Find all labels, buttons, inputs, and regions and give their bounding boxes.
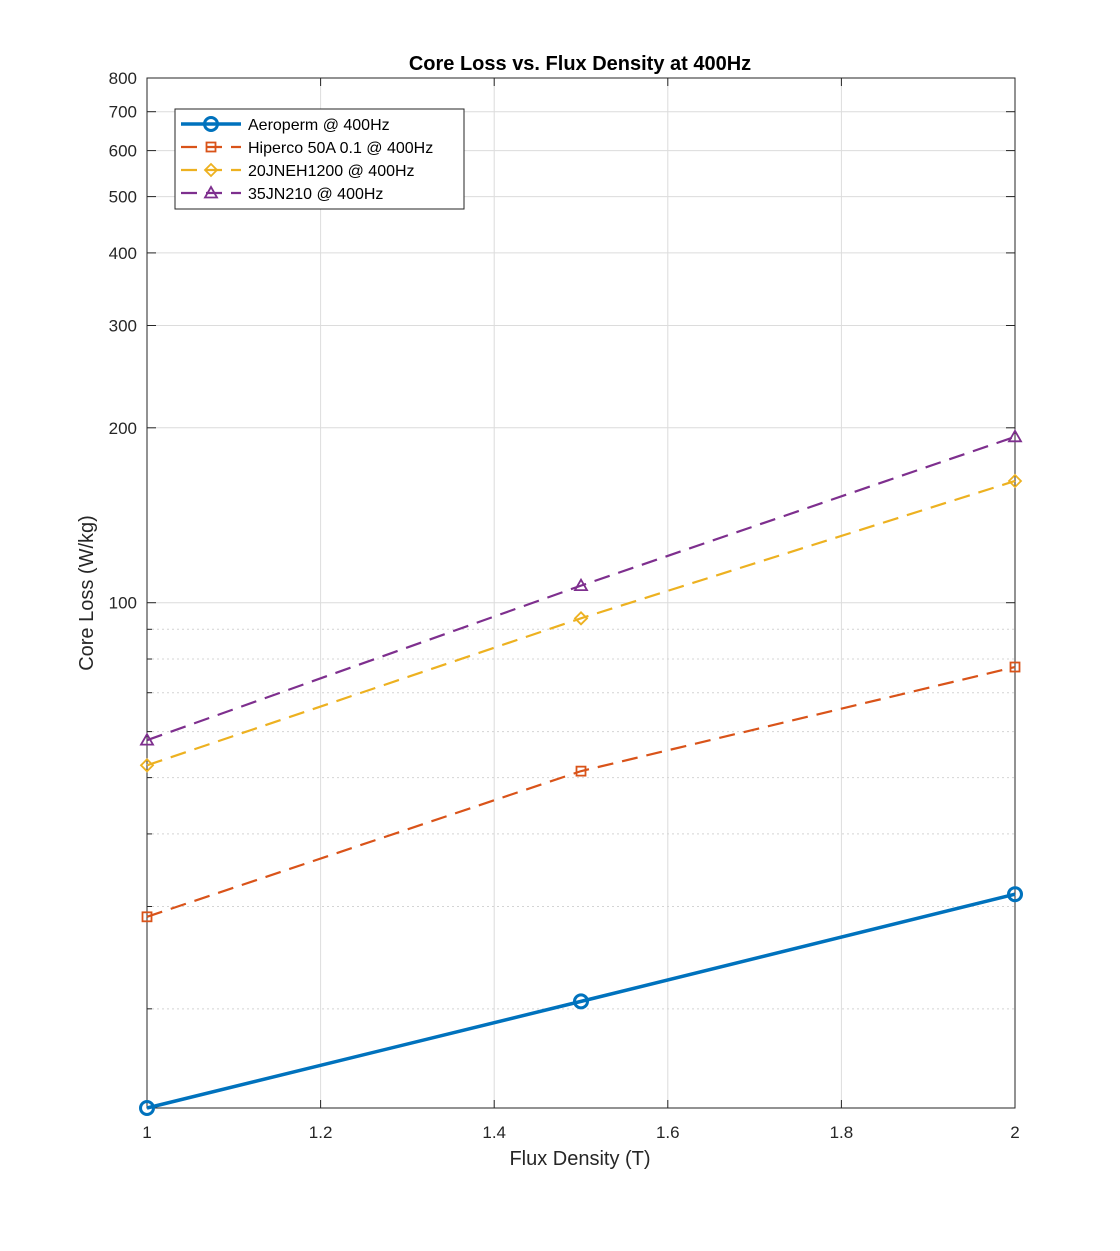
x-tick-label: 1.2 bbox=[309, 1123, 333, 1142]
y-tick-label: 500 bbox=[109, 188, 137, 207]
legend: Aeroperm @ 400Hz Hiperco 50A 0.1 @ 400Hz 2… bbox=[174, 108, 465, 210]
data-point bbox=[139, 1100, 155, 1116]
y-axis-label: Core Loss (W/kg) bbox=[76, 515, 98, 671]
legend-label: Aeroperm @ 400Hz bbox=[248, 117, 390, 134]
legend-label: 35JN210 @ 400Hz bbox=[248, 186, 383, 203]
data-point bbox=[573, 577, 589, 592]
series-line bbox=[146, 479, 1016, 767]
legend-item: Hiperco 50A 0.1 @ 400Hz bbox=[181, 140, 433, 157]
x-tick-label: 1 bbox=[142, 1123, 151, 1142]
legend-label: Hiperco 50A 0.1 @ 400Hz bbox=[248, 140, 433, 157]
x-tick-label: 1.4 bbox=[482, 1123, 506, 1142]
data-point bbox=[1009, 661, 1021, 673]
x-tick-label: 2 bbox=[1010, 1123, 1019, 1142]
y-tick-label: 800 bbox=[109, 69, 137, 88]
x-tick-label: 1.6 bbox=[656, 1123, 680, 1142]
series bbox=[141, 661, 1021, 923]
data-point bbox=[203, 185, 219, 199]
x-tick-label: 1.8 bbox=[830, 1123, 854, 1142]
series-line bbox=[146, 665, 1016, 918]
y-tick-label: 100 bbox=[109, 594, 137, 613]
series-layer bbox=[139, 428, 1023, 1116]
data-point bbox=[575, 765, 587, 777]
legend-item: Aeroperm @ 400Hz bbox=[181, 116, 390, 134]
y-tick-label: 600 bbox=[109, 142, 137, 161]
y-tick-label: 400 bbox=[109, 244, 137, 263]
series-line bbox=[146, 435, 1016, 742]
chart-title: Core Loss vs. Flux Density at 400Hz bbox=[409, 53, 751, 75]
y-tick-label: 300 bbox=[109, 316, 137, 335]
data-point bbox=[141, 911, 153, 923]
data-point bbox=[1007, 473, 1023, 489]
data-point bbox=[573, 993, 589, 1010]
series bbox=[139, 473, 1023, 773]
y-tick-label: 700 bbox=[109, 103, 137, 122]
axis-ticks: 1 1.2 1.4 1.6 1.8 2 100 200 300 400 500 600 700 800 bbox=[109, 69, 1020, 1142]
data-point bbox=[139, 732, 155, 746]
series-line bbox=[146, 892, 1016, 1110]
legend-item: 35JN210 @ 400Hz bbox=[181, 185, 383, 203]
series bbox=[139, 428, 1023, 746]
data-point bbox=[139, 758, 155, 773]
data-point bbox=[1007, 886, 1023, 903]
data-point bbox=[203, 162, 219, 178]
grid bbox=[146, 77, 1016, 1108]
series bbox=[139, 886, 1023, 1116]
data-point bbox=[203, 116, 219, 132]
y-tick-label: 200 bbox=[109, 419, 137, 438]
x-axis-label: Flux Density (T) bbox=[509, 1148, 650, 1170]
plot-box bbox=[146, 77, 1016, 1109]
data-point bbox=[573, 611, 589, 626]
legend-label: 20JNEH1200 @ 400Hz bbox=[248, 163, 415, 180]
data-point bbox=[205, 141, 217, 153]
legend-item: 20JNEH1200 @ 400Hz bbox=[181, 162, 415, 180]
data-point bbox=[1007, 428, 1023, 443]
